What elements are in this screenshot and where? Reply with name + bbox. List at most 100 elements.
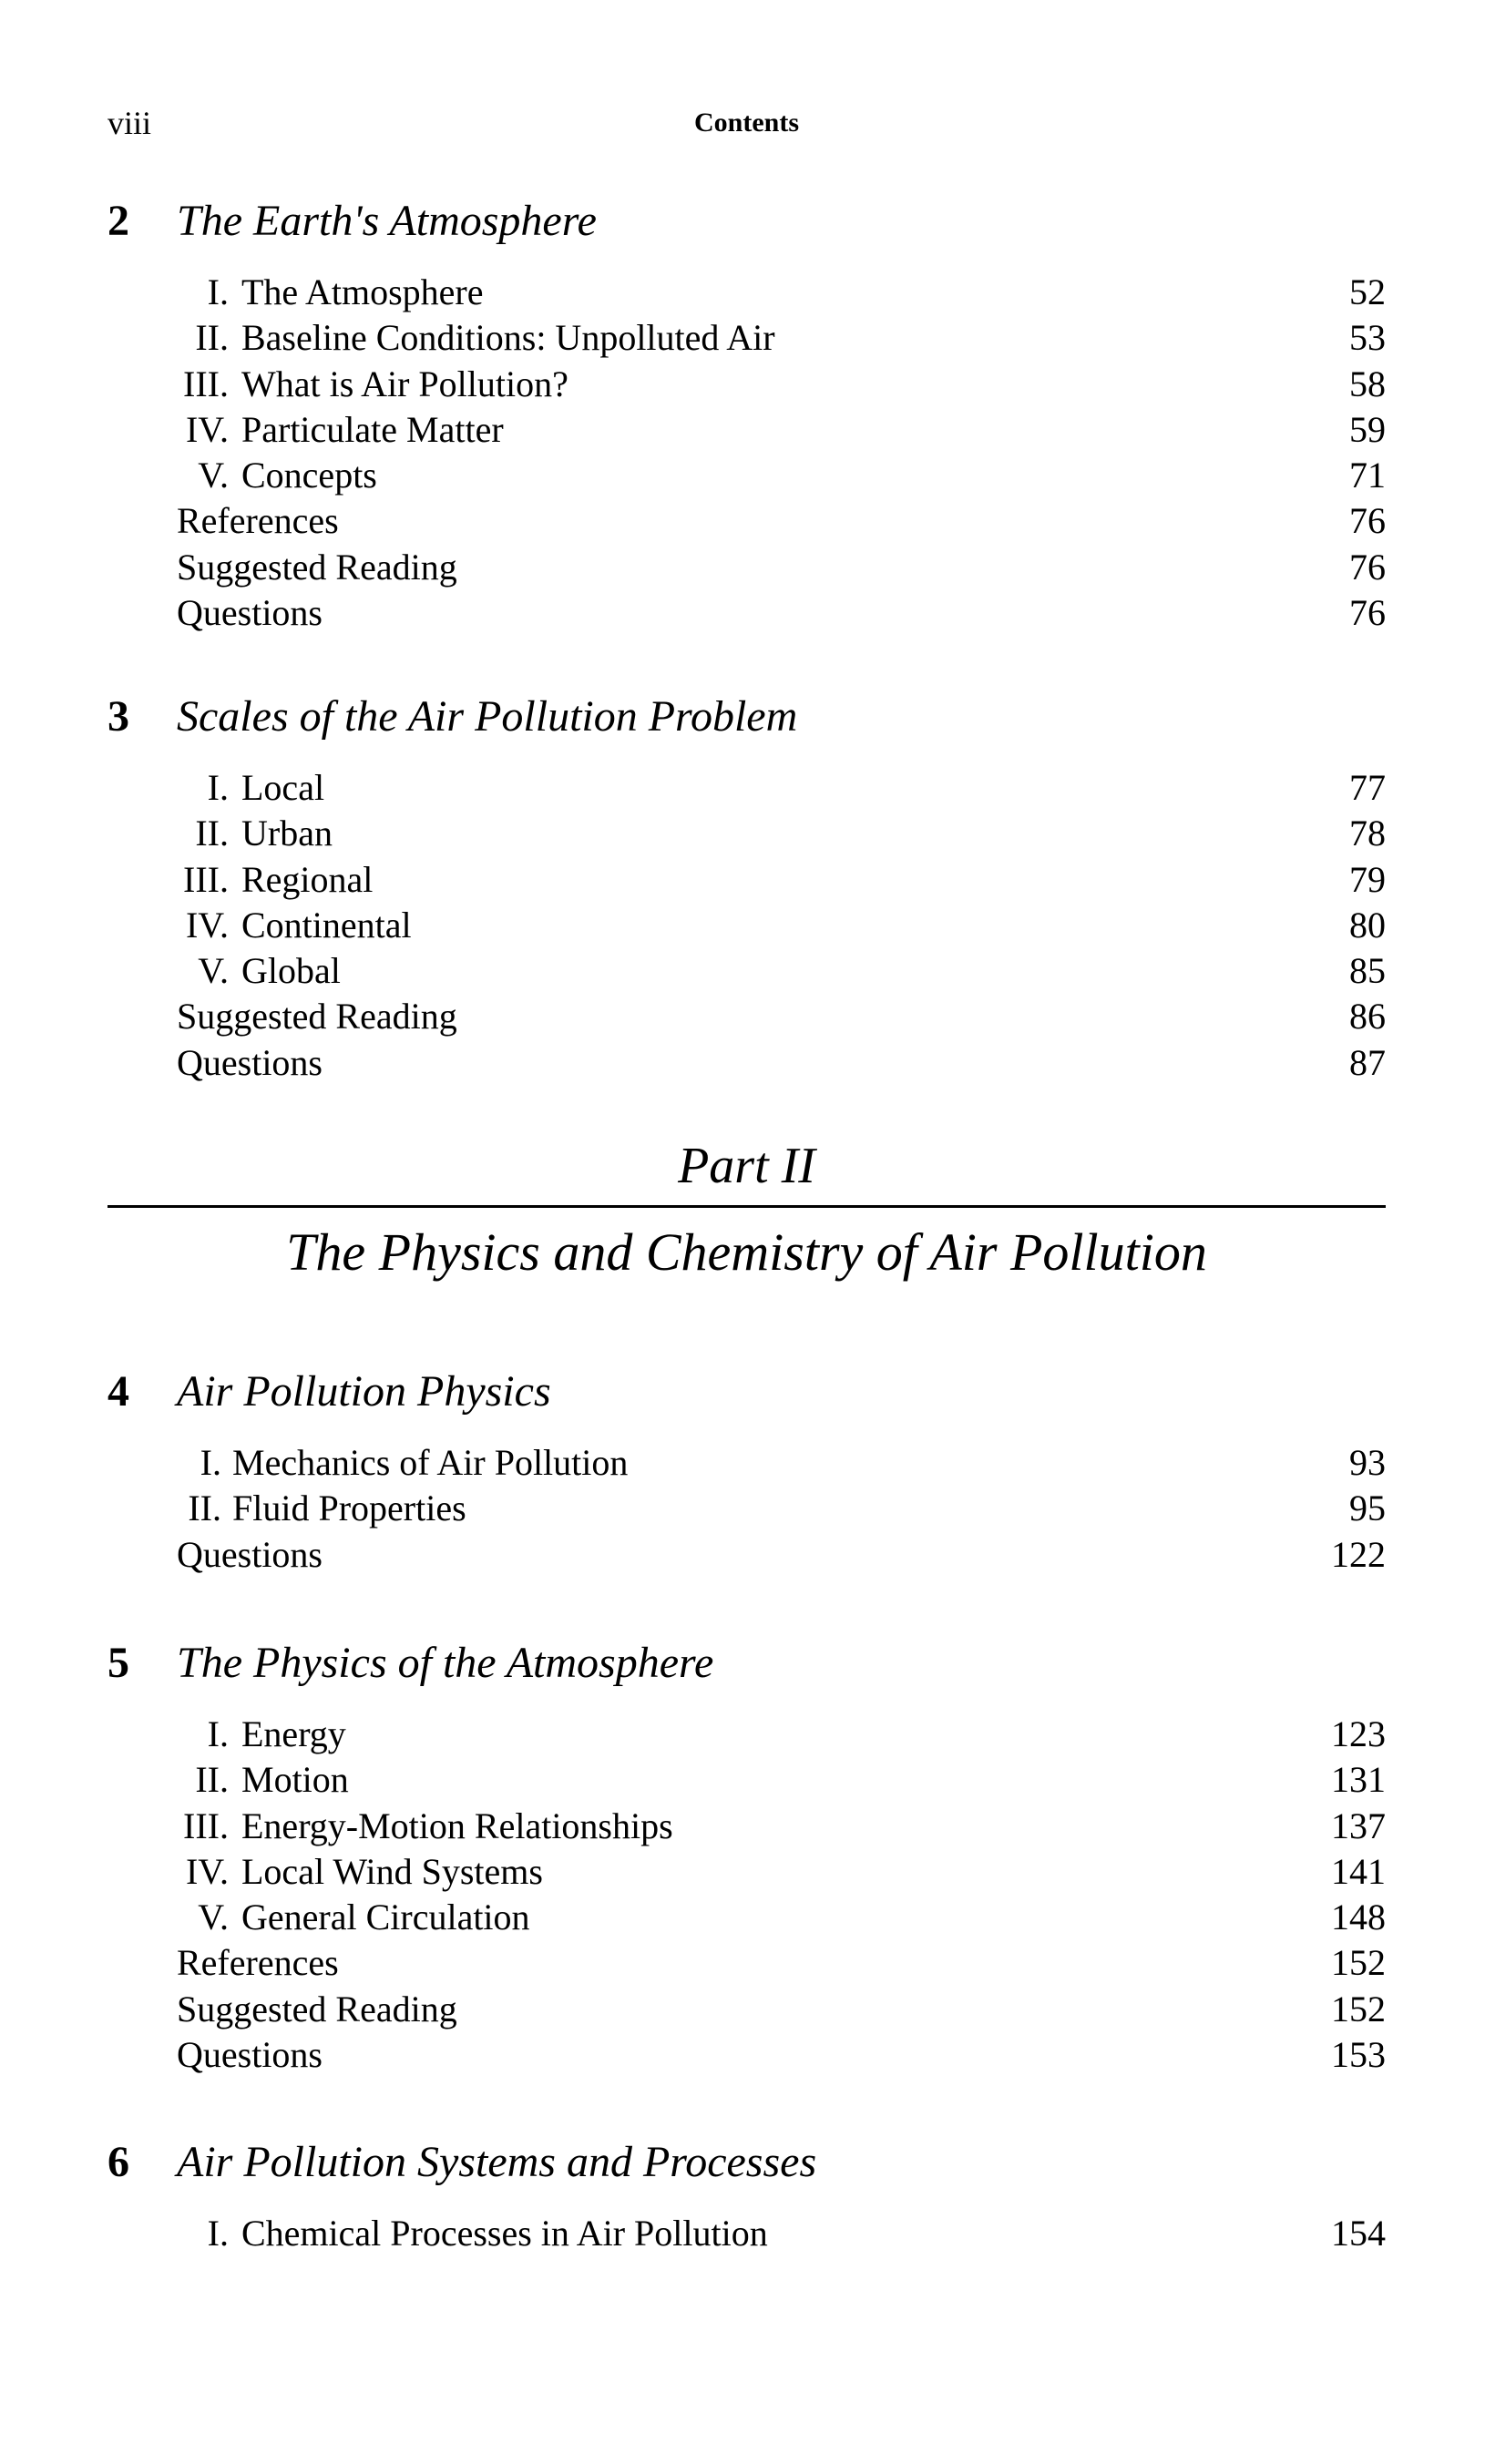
entry-label: Mechanics of Air Pollution bbox=[232, 1442, 629, 1483]
page-number-ref: 137 bbox=[1331, 1805, 1386, 1846]
chapter-title[interactable]: The Physics of the Atmosphere bbox=[177, 1639, 714, 1687]
chapter-number: 3 bbox=[108, 692, 129, 741]
toc-entry[interactable]: Questions 153 bbox=[177, 2032, 1386, 2078]
page-number-ref: 76 bbox=[1349, 592, 1386, 634]
entry-label: Questions bbox=[177, 1533, 323, 1575]
page-number-ref: 154 bbox=[1331, 2213, 1386, 2254]
section-numeral: II. bbox=[188, 1488, 221, 1529]
section-numeral: V. bbox=[198, 455, 229, 496]
section-numeral: II. bbox=[195, 317, 229, 359]
entry-label: Suggested Reading bbox=[177, 996, 457, 1038]
chapter-heading: 2 The Earth's Atmosphere bbox=[108, 194, 1386, 249]
toc-entry[interactable]: I. Energy 123 bbox=[177, 1712, 1386, 1757]
page-number-ref: 87 bbox=[1349, 1041, 1386, 1083]
chapter-title[interactable]: Air Pollution Systems and Processes bbox=[177, 2138, 817, 2186]
entry-label: Particulate Matter bbox=[241, 408, 504, 450]
toc-entry[interactable]: References 76 bbox=[177, 498, 1386, 544]
page-number-ref: 59 bbox=[1349, 408, 1386, 450]
entry-label: Continental bbox=[241, 904, 412, 946]
toc-entry[interactable]: Questions 122 bbox=[177, 1532, 1386, 1578]
chapter-title[interactable]: Scales of the Air Pollution Problem bbox=[177, 692, 798, 741]
page-number-ref: 58 bbox=[1349, 363, 1386, 404]
page-number-ref: 153 bbox=[1331, 2034, 1386, 2076]
section-numeral: II. bbox=[195, 813, 229, 854]
entry-label: Suggested Reading bbox=[177, 546, 457, 588]
toc-entry[interactable]: II. Fluid Properties 95 bbox=[177, 1486, 1386, 1531]
section-numeral: II. bbox=[195, 1759, 229, 1801]
page-number-ref: 79 bbox=[1349, 858, 1386, 900]
toc-entry[interactable]: References 152 bbox=[177, 1940, 1386, 1986]
toc-entry[interactable]: V. General Circulation 148 bbox=[177, 1895, 1386, 1940]
toc-entry[interactable]: I. Local 77 bbox=[177, 765, 1386, 811]
toc-entry[interactable]: II. Urban 78 bbox=[177, 811, 1386, 856]
section-numeral: III. bbox=[183, 363, 229, 404]
part-divider bbox=[108, 1205, 1386, 1208]
entry-label: Questions bbox=[177, 592, 323, 634]
chapter-heading: 5 The Physics of the Atmosphere bbox=[108, 1636, 1386, 1691]
entry-label: Questions bbox=[177, 2034, 323, 2076]
part-title: The Physics and Chemistry of Air Polluti… bbox=[286, 1222, 1207, 1282]
toc-entry[interactable]: IV. Local Wind Systems 141 bbox=[177, 1849, 1386, 1895]
toc-entry[interactable]: IV. Continental 80 bbox=[177, 903, 1386, 948]
entry-label: Regional bbox=[241, 858, 374, 900]
toc-entry[interactable]: III. Energy-Motion Relationships 137 bbox=[177, 1804, 1386, 1849]
toc-entry[interactable]: Suggested Reading 152 bbox=[177, 1987, 1386, 2032]
chapter-entries: I. Chemical Processes in Air Pollution 154 bbox=[177, 2211, 1386, 2256]
section-numeral: IV. bbox=[185, 1850, 229, 1892]
page-number-ref: 77 bbox=[1349, 767, 1386, 808]
chapter-title[interactable]: Air Pollution Physics bbox=[177, 1367, 551, 1416]
page-number-ref: 152 bbox=[1331, 1988, 1386, 2029]
toc-entry[interactable]: I. Mechanics of Air Pollution 93 bbox=[177, 1440, 1386, 1486]
section-numeral: I. bbox=[207, 2213, 229, 2254]
page-number-ref: 123 bbox=[1331, 1713, 1386, 1754]
toc-entry[interactable]: Suggested Reading 76 bbox=[177, 545, 1386, 590]
section-numeral: I. bbox=[207, 1713, 229, 1754]
entry-label: Concepts bbox=[241, 455, 377, 496]
section-numeral: V. bbox=[198, 950, 229, 992]
section-numeral: III. bbox=[183, 1805, 229, 1846]
page-number-ref: 122 bbox=[1331, 1533, 1386, 1575]
page-header: viii Contents bbox=[108, 100, 1386, 146]
section-numeral: IV. bbox=[185, 904, 229, 946]
page-number-ref: 53 bbox=[1349, 317, 1386, 359]
entry-label: Local bbox=[241, 767, 325, 808]
toc-entry[interactable]: III. What is Air Pollution? 58 bbox=[177, 362, 1386, 407]
page-number-ref: 80 bbox=[1349, 904, 1386, 946]
toc-entry[interactable]: Questions 76 bbox=[177, 590, 1386, 636]
toc-entry[interactable]: I. The Atmosphere 52 bbox=[177, 270, 1386, 315]
chapter-entries: I. The Atmosphere 52 II. Baseline Conditions… bbox=[177, 270, 1386, 636]
toc-entry[interactable]: I. Chemical Processes in Air Pollution 154 bbox=[177, 2211, 1386, 2256]
page-number-ref: 78 bbox=[1349, 813, 1386, 854]
page-number-ref: 76 bbox=[1349, 500, 1386, 542]
chapter-number: 6 bbox=[108, 2138, 129, 2186]
toc-entry[interactable]: III. Regional 79 bbox=[177, 857, 1386, 903]
page-number-ref: 141 bbox=[1331, 1850, 1386, 1892]
chapter-number: 2 bbox=[108, 197, 129, 245]
page-number-ref: 148 bbox=[1331, 1897, 1386, 1938]
entry-label: Urban bbox=[241, 813, 333, 854]
toc-entry[interactable]: II. Motion 131 bbox=[177, 1757, 1386, 1803]
toc-entry[interactable]: Questions 87 bbox=[177, 1040, 1386, 1086]
toc-entry[interactable]: II. Baseline Conditions: Unpolluted Air 53 bbox=[177, 315, 1386, 361]
entry-label: References bbox=[177, 1942, 339, 1984]
toc-entry[interactable]: V. Global 85 bbox=[177, 948, 1386, 994]
section-numeral: V. bbox=[198, 1897, 229, 1938]
section-numeral: I. bbox=[207, 767, 229, 808]
toc-entry[interactable]: IV. Particulate Matter 59 bbox=[177, 407, 1386, 453]
entry-label: Suggested Reading bbox=[177, 1988, 457, 2029]
page-number-ref: 86 bbox=[1349, 996, 1386, 1038]
page-number-ref: 95 bbox=[1349, 1488, 1386, 1529]
entry-label: Motion bbox=[241, 1759, 349, 1801]
page-number-ref: 152 bbox=[1331, 1942, 1386, 1984]
entry-label: References bbox=[177, 500, 339, 542]
chapter-number: 5 bbox=[108, 1639, 129, 1687]
toc-entry[interactable]: Suggested Reading 86 bbox=[177, 994, 1386, 1039]
entry-label: What is Air Pollution? bbox=[241, 363, 568, 404]
section-numeral: I. bbox=[200, 1442, 221, 1483]
page-number-ref: 52 bbox=[1349, 271, 1386, 312]
chapter-heading: 4 Air Pollution Physics bbox=[108, 1365, 1386, 1419]
entry-label: Global bbox=[241, 950, 341, 992]
section-numeral: I. bbox=[207, 271, 229, 312]
toc-entry[interactable]: V. Concepts 71 bbox=[177, 453, 1386, 498]
chapter-title[interactable]: The Earth's Atmosphere bbox=[177, 197, 597, 245]
